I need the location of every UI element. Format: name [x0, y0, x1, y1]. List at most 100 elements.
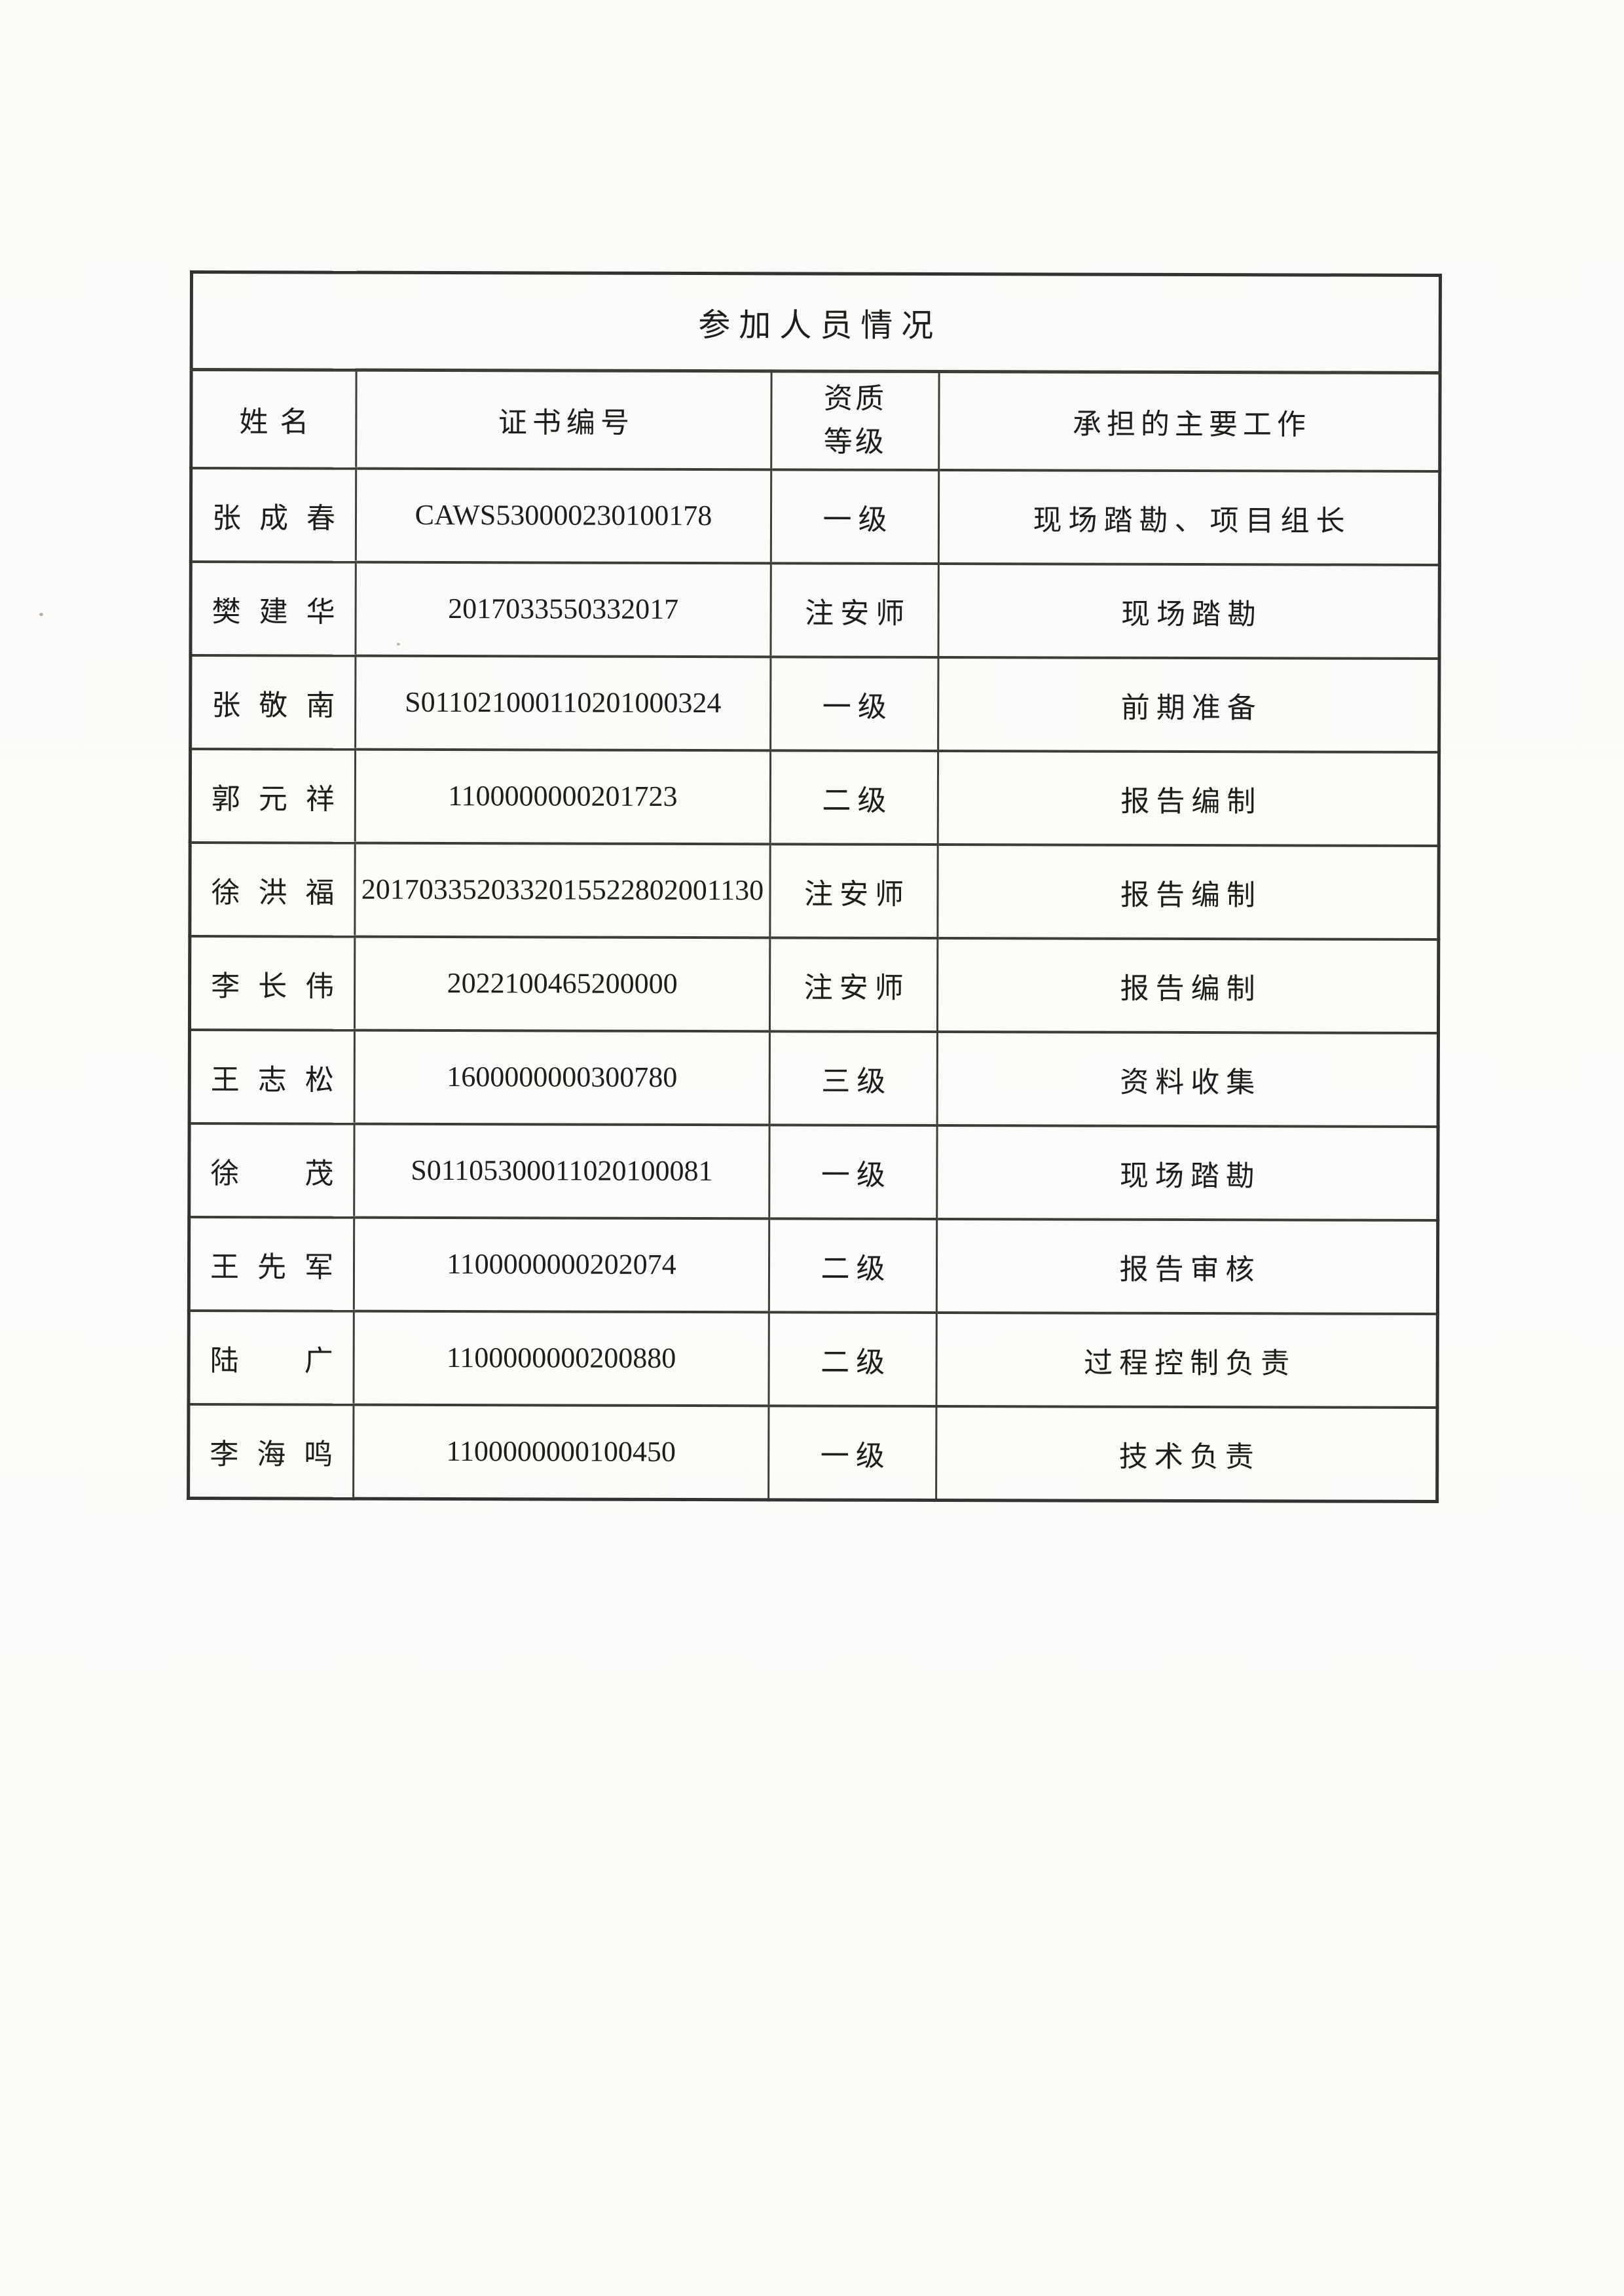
work-text: 报告编制 — [1120, 785, 1263, 818]
level-text: 注安师 — [805, 596, 912, 630]
work-cell: 现场踏勘 — [936, 1125, 1439, 1220]
cert-cell: S011021000110201000324 — [355, 655, 771, 751]
table-row: 张敬南 S011021000110201000324 一级 前期准备 — [190, 655, 1439, 752]
name-cell: 樊建华 — [190, 562, 356, 656]
name-cell: 李长伟 — [189, 936, 355, 1030]
cert-cell: 1100000000100450 — [353, 1404, 769, 1500]
level-cell: 二级 — [770, 750, 938, 845]
work-cell: 报告编制 — [937, 938, 1439, 1033]
name-text: 李海鸣 — [210, 1438, 352, 1471]
cert-cell: S01105300011020100081 — [354, 1123, 770, 1219]
work-cell: 资料收集 — [937, 1031, 1439, 1127]
level-text: 二级 — [821, 1252, 892, 1285]
table-title-row: 参加人员情况 — [191, 272, 1441, 373]
cert-cell: 1100000000202074 — [354, 1217, 769, 1313]
table-header-row: 姓名 证书编号 资质等级 承担的主要工作 — [191, 369, 1441, 471]
cert-cell: 2017033520332015522802001130 — [354, 843, 771, 938]
name-text: 徐洪福 — [211, 876, 353, 909]
name-text: 徐 茂 — [210, 1157, 352, 1190]
table-row: 陆 广 1100000000200880 二级 过程控制负责 — [188, 1311, 1438, 1408]
work-text: 报告编制 — [1120, 879, 1263, 911]
table-row: 徐洪福 2017033520332015522802001130 注安师 报告编… — [189, 843, 1439, 939]
table-row: 樊建华 2017033550332017 注安师 现场踏勘 — [190, 562, 1440, 659]
level-text: 一级 — [821, 1159, 892, 1192]
cert-cell: 1100000000200880 — [353, 1311, 769, 1406]
level-cell: 一级 — [769, 1125, 938, 1219]
work-cell: 报告编制 — [937, 844, 1439, 939]
table-row: 徐 茂 S01105300011020100081 一级 现场踏勘 — [189, 1123, 1439, 1220]
name-cell: 王先军 — [189, 1217, 354, 1311]
header-level-text: 资质等级 — [823, 382, 887, 458]
level-cell: 一级 — [771, 469, 939, 564]
work-text: 技术负责 — [1118, 1440, 1261, 1473]
level-text: 一级 — [822, 691, 893, 723]
table-title-text: 参加人员情况 — [698, 306, 942, 344]
level-cell: 注安师 — [770, 563, 939, 657]
header-cert-text: 证书编号 — [498, 407, 635, 439]
work-cell: 报告编制 — [938, 750, 1439, 846]
work-text: 前期准备 — [1120, 691, 1263, 724]
scan-speck — [39, 613, 43, 616]
table-title: 参加人员情况 — [191, 272, 1441, 373]
work-cell: 现场踏勘 — [938, 563, 1440, 659]
name-cell: 徐 茂 — [189, 1123, 355, 1218]
cert-cell: 2022100465200000 — [354, 936, 770, 1032]
name-text: 李长伟 — [211, 970, 353, 1003]
work-text: 报告审核 — [1119, 1253, 1261, 1286]
work-cell: 过程控制负责 — [936, 1312, 1438, 1408]
level-text: 注安师 — [803, 971, 910, 1004]
level-cell: 注安师 — [769, 844, 938, 938]
name-cell: 张成春 — [191, 468, 356, 562]
name-text: 樊建华 — [212, 595, 354, 629]
table-row: 李海鸣 1100000000100450 一级 技术负责 — [188, 1404, 1437, 1502]
level-text: 三级 — [821, 1065, 893, 1098]
level-cell: 二级 — [768, 1312, 937, 1406]
level-cell: 注安师 — [769, 938, 938, 1032]
level-cell: 一级 — [770, 657, 938, 751]
name-cell: 徐洪福 — [189, 843, 356, 937]
header-name-text: 姓名 — [239, 406, 321, 439]
personnel-table: 参加人员情况 姓名 证书编号 资质等级 承担的主要工作 张成春 CAWS5300… — [187, 270, 1443, 1503]
name-cell: 李海鸣 — [188, 1404, 354, 1499]
work-text: 现场踏勘 — [1121, 598, 1263, 630]
name-text: 王志松 — [210, 1063, 352, 1097]
level-cell: 一级 — [768, 1406, 936, 1501]
name-text: 郭元祥 — [211, 782, 353, 816]
header-cert: 证书编号 — [356, 370, 772, 470]
cert-cell: 2017033550332017 — [355, 562, 771, 657]
work-text: 现场踏勘、项目组长 — [1033, 503, 1352, 538]
level-text: 一级 — [820, 1440, 891, 1472]
scan-speck — [397, 643, 400, 646]
name-cell: 王志松 — [189, 1030, 355, 1124]
work-cell: 技术负责 — [936, 1406, 1437, 1502]
table-row: 张成春 CAWS530000230100178 一级 现场踏勘、项目组长 — [191, 468, 1440, 565]
name-cell: 张敬南 — [190, 655, 356, 750]
name-text: 陆 广 — [210, 1344, 352, 1377]
level-text: 二级 — [821, 1346, 892, 1379]
level-cell: 二级 — [769, 1218, 937, 1313]
work-text: 过程控制负责 — [1084, 1347, 1297, 1379]
cert-cell: 1600000000300780 — [354, 1030, 770, 1125]
cert-cell: CAWS530000230100178 — [356, 468, 771, 564]
header-work-text: 承担的主要工作 — [1072, 408, 1311, 441]
cert-cell: 1100000000201723 — [355, 749, 771, 845]
work-cell: 现场踏勘、项目组长 — [938, 469, 1440, 565]
header-level: 资质等级 — [771, 371, 940, 470]
level-cell: 三级 — [769, 1031, 938, 1125]
work-text: 资料收集 — [1120, 1066, 1262, 1099]
name-text: 王先军 — [210, 1250, 352, 1284]
level-text: 二级 — [822, 784, 893, 817]
level-text: 注安师 — [803, 877, 911, 911]
name-cell: 陆 广 — [188, 1311, 354, 1405]
table-row: 李长伟 2022100465200000 注安师 报告编制 — [189, 936, 1439, 1033]
header-work: 承担的主要工作 — [938, 371, 1441, 471]
level-text: 一级 — [822, 503, 894, 536]
header-name: 姓名 — [191, 369, 357, 469]
name-text: 张成春 — [212, 501, 354, 535]
name-text: 张敬南 — [212, 689, 354, 722]
work-cell: 前期准备 — [938, 657, 1439, 752]
work-cell: 报告审核 — [936, 1218, 1438, 1314]
table-row: 王志松 1600000000300780 三级 资料收集 — [189, 1030, 1439, 1127]
work-text: 现场踏勘 — [1119, 1159, 1261, 1192]
